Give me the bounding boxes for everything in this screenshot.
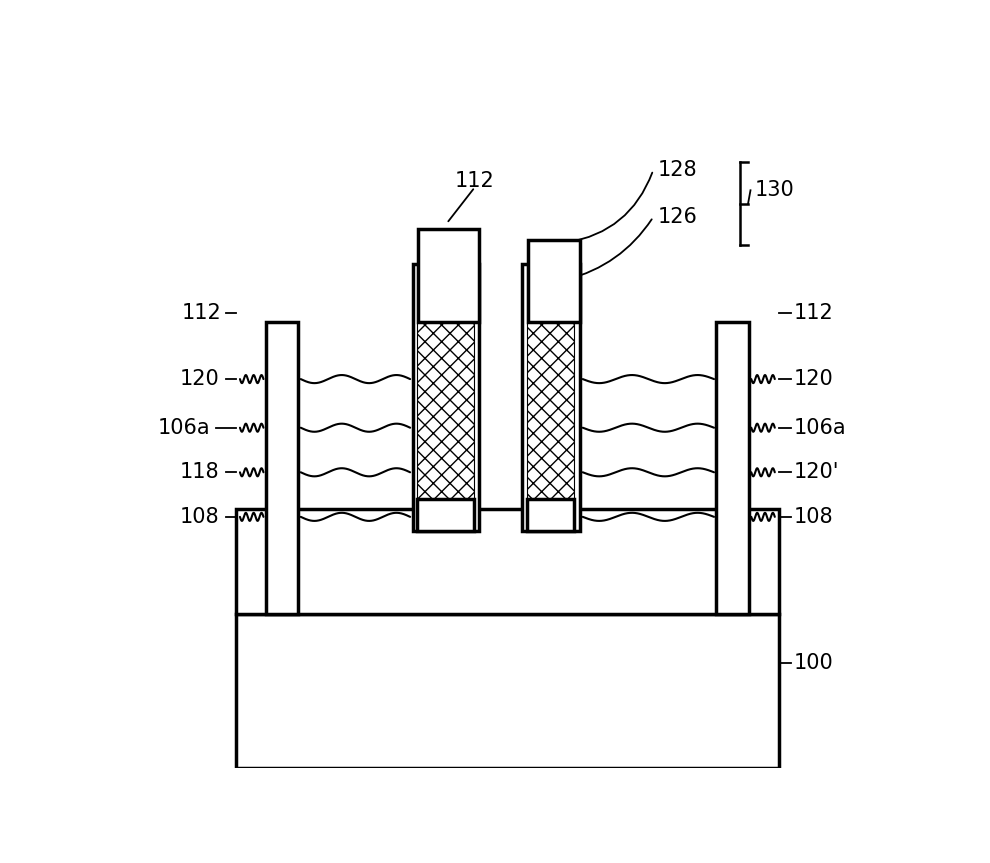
Text: 106a: 106a (157, 418, 210, 438)
Text: 120': 120' (793, 463, 839, 482)
Text: 128: 128 (657, 160, 697, 180)
Text: 106a: 106a (793, 418, 846, 438)
Bar (236, 509, 779, 614)
Bar (418, 230, 479, 323)
Text: 118: 118 (180, 463, 220, 482)
Text: 120: 120 (180, 369, 220, 389)
Bar (527, 499, 574, 532)
Bar (418, 264, 474, 499)
Text: 108: 108 (793, 507, 833, 526)
Bar (266, 323, 298, 614)
Bar (236, 614, 779, 768)
Bar (527, 264, 574, 499)
Bar (528, 240, 580, 323)
Bar (418, 499, 474, 532)
Text: 100: 100 (793, 652, 834, 673)
Text: 108: 108 (180, 507, 220, 526)
Text: 112: 112 (181, 303, 222, 323)
Text: 120: 120 (793, 369, 834, 389)
Bar (522, 264, 580, 532)
Bar (717, 323, 748, 614)
Text: 126: 126 (657, 207, 697, 227)
Text: 112: 112 (793, 303, 834, 323)
Bar (413, 264, 479, 532)
Text: 130: 130 (754, 180, 794, 200)
Text: 112: 112 (455, 171, 495, 191)
